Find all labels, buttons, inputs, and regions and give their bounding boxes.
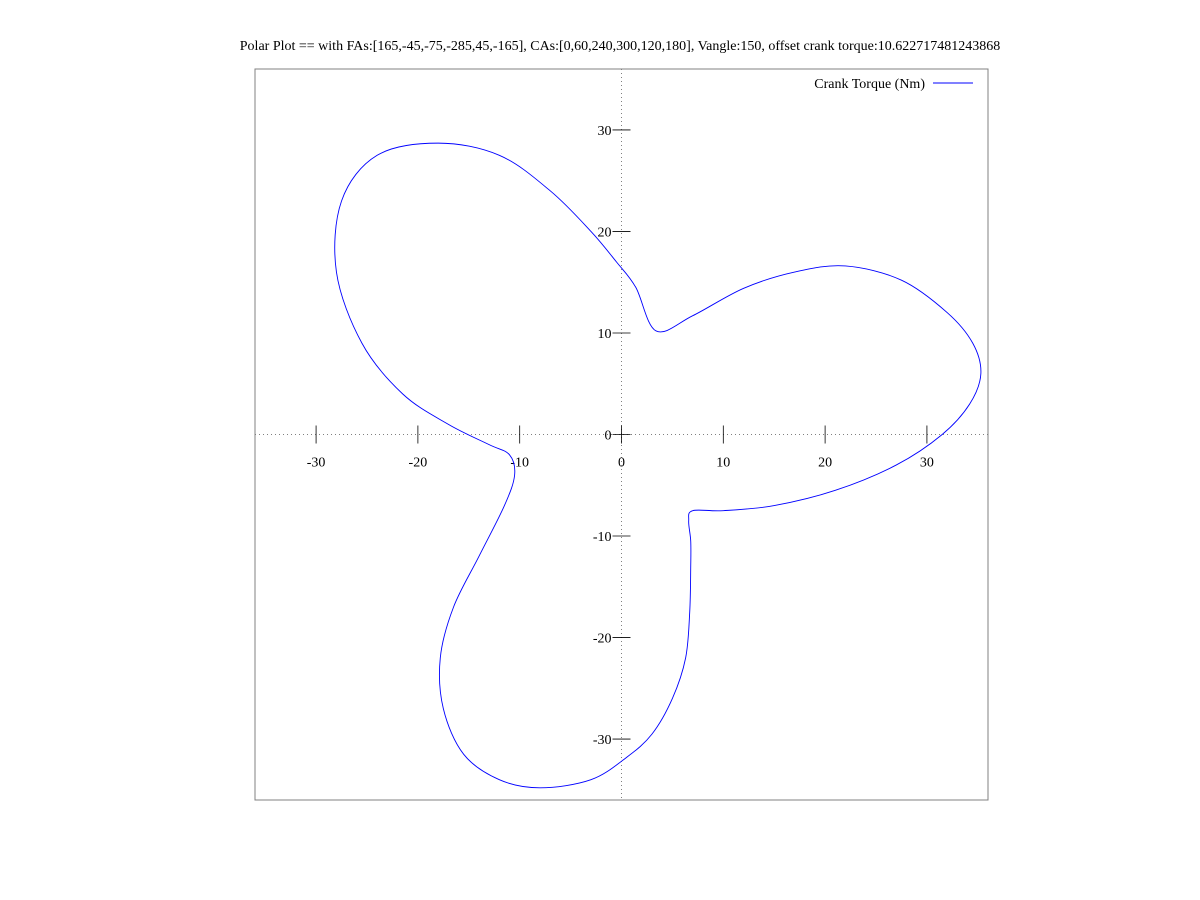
y-tick-label: 20 [598,225,612,240]
x-tick-label: 10 [716,456,730,471]
series-line-crank-torque [334,142,982,789]
x-tick-label: 30 [920,456,934,471]
series-layer [334,142,982,789]
x-tick-label: -20 [409,456,428,471]
x-tick-label: 0 [618,456,625,471]
x-axis-ticks: -30 -20 -10 0 10 20 30 [307,425,934,471]
y-tick-label: -20 [593,632,612,647]
x-tick-label: -30 [307,456,326,471]
chart-title: Polar Plot == with FAs:[165,-45,-75,-285… [240,39,1000,54]
y-tick-label: -10 [593,530,612,545]
y-tick-label: 30 [598,124,612,139]
y-axis-ticks: -30 -20 -10 0 10 20 30 [593,124,631,748]
y-tick-label: -30 [593,733,612,748]
legend-label: Crank Torque (Nm) [814,77,925,92]
legend: Crank Torque (Nm) [814,77,973,92]
y-tick-label: 10 [598,327,612,342]
x-tick-label: 20 [818,456,832,471]
x-tick-label: -10 [510,456,529,471]
y-tick-label: 0 [605,429,612,444]
